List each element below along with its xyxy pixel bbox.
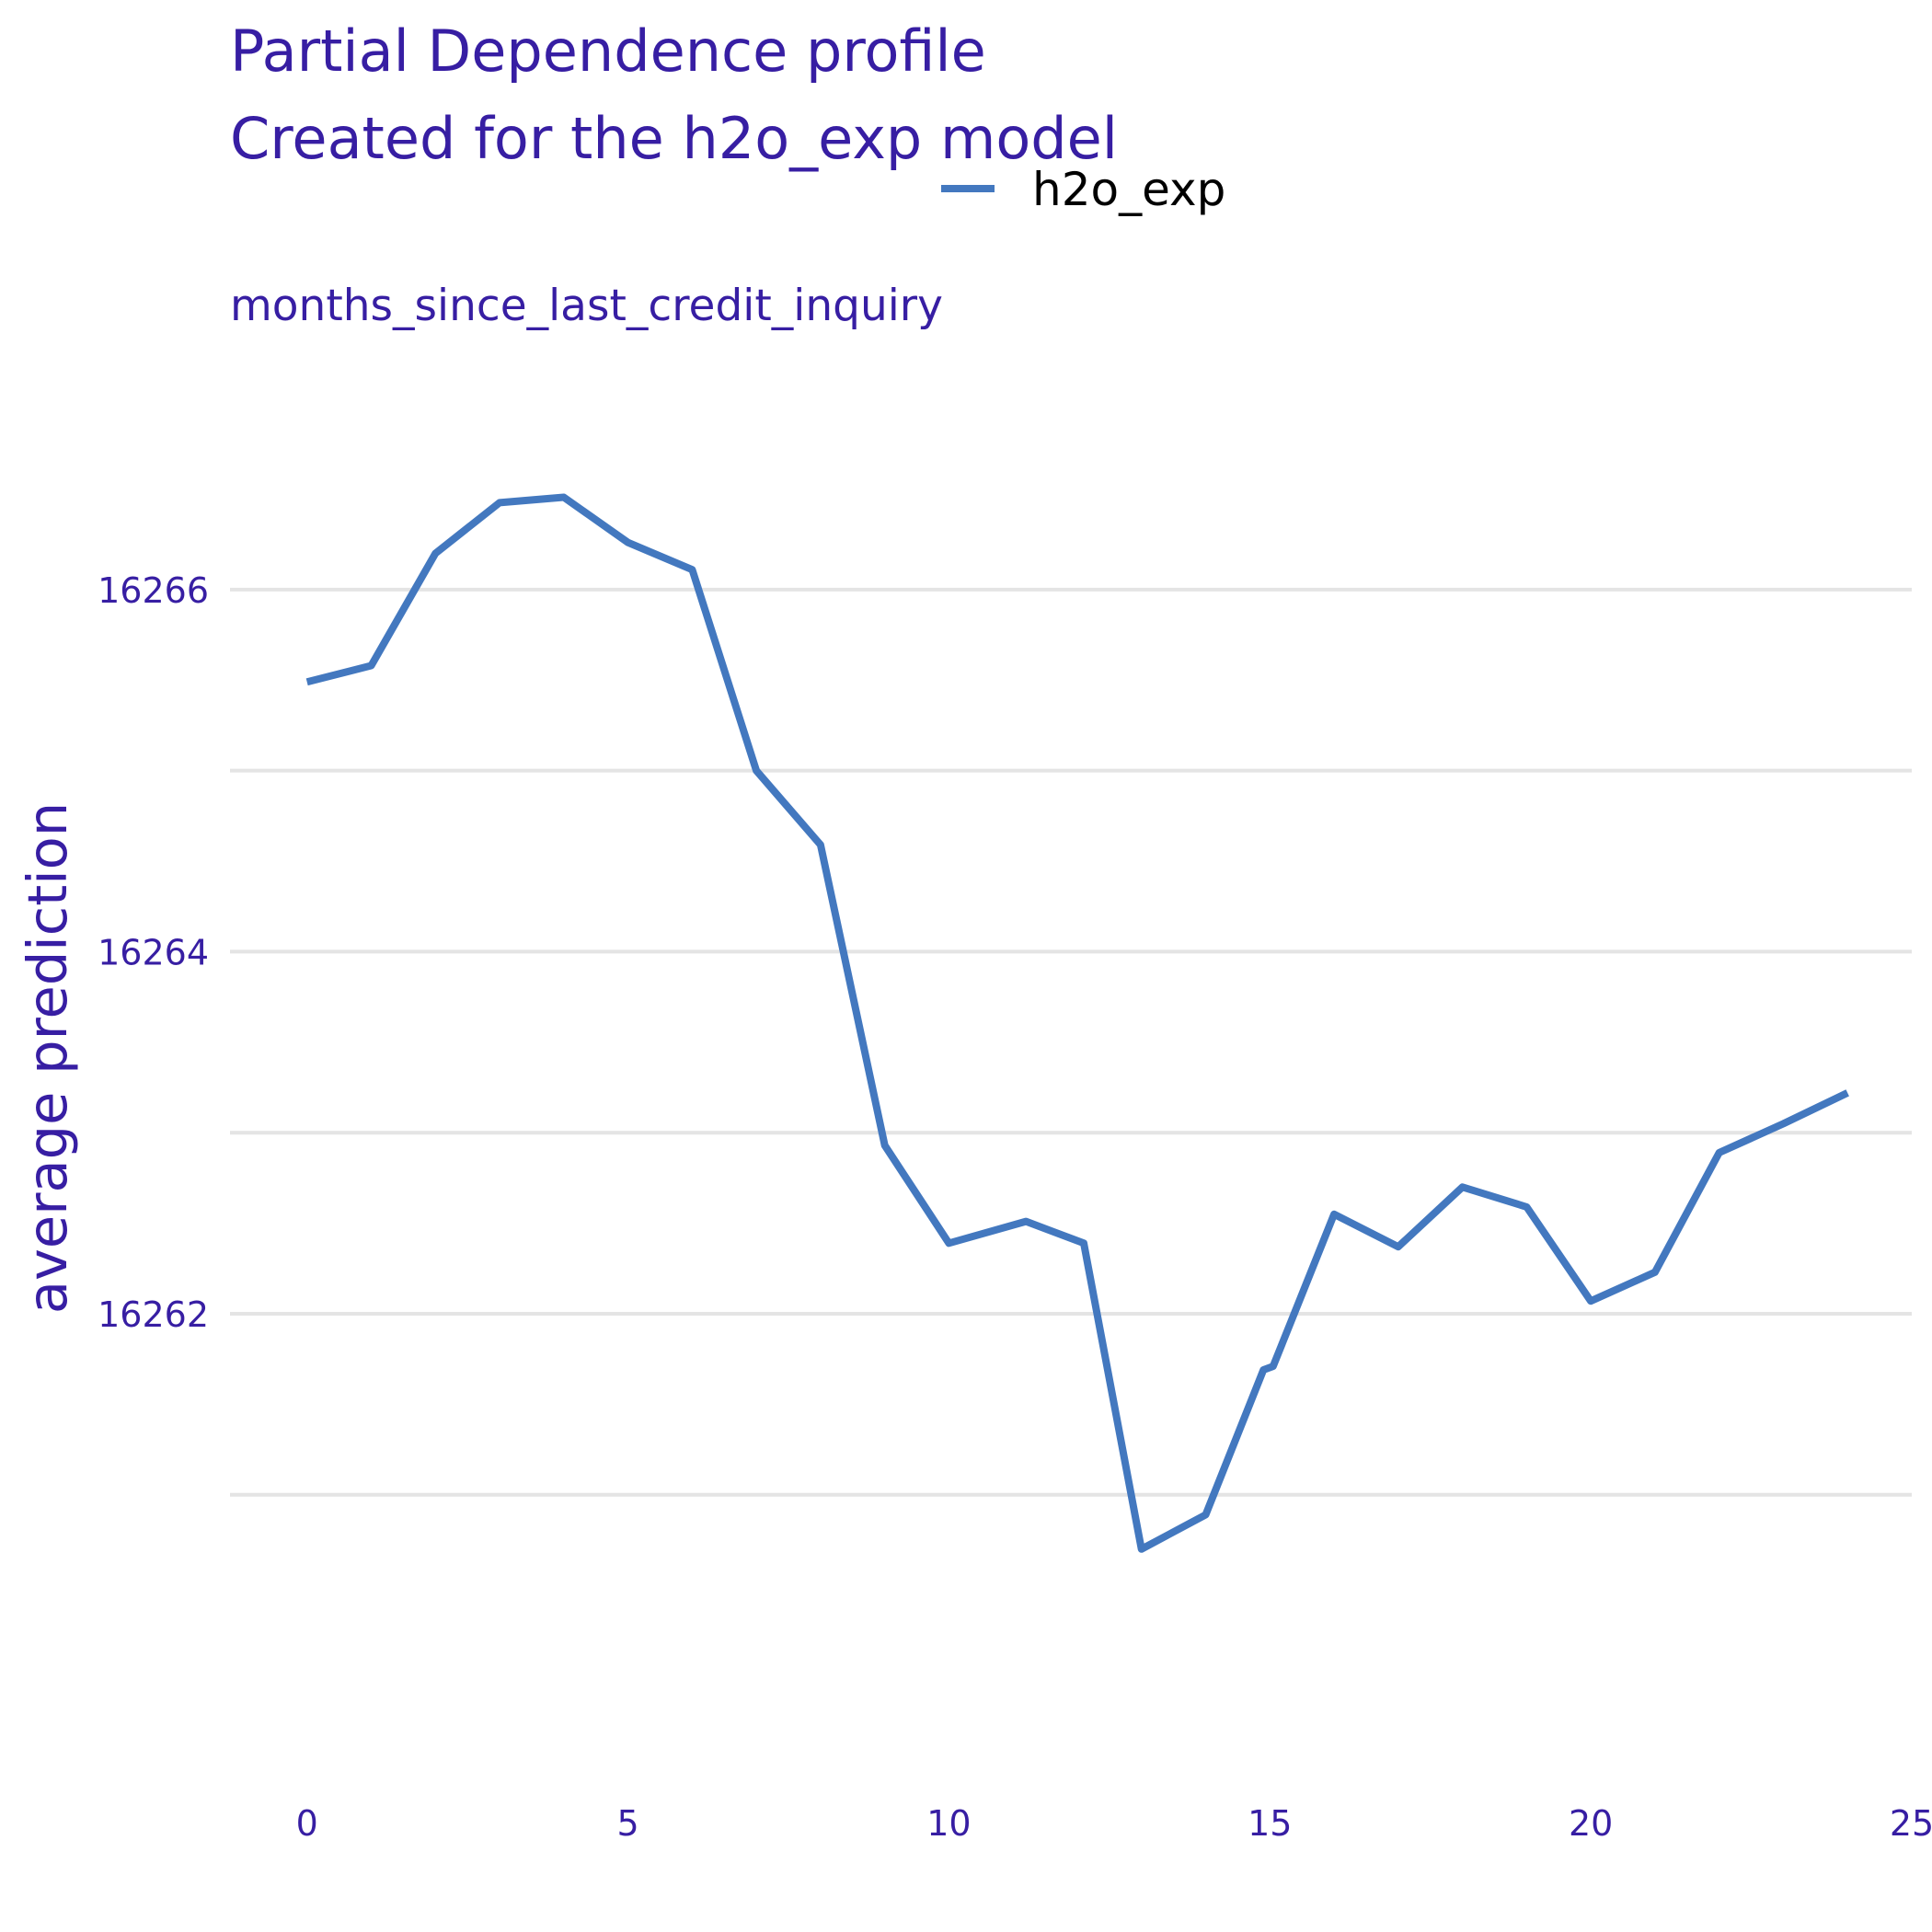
x-tick-label: 0 bbox=[296, 1803, 318, 1844]
x-axis-ticks: 0 5 10 15 20 25 bbox=[296, 1803, 1932, 1844]
panel-label: months_since_last_credit_inquiry bbox=[230, 281, 943, 331]
x-tick-label: 5 bbox=[616, 1803, 638, 1844]
x-tick-label: 10 bbox=[926, 1803, 971, 1844]
series-line-h2o-exp bbox=[305, 493, 1849, 1553]
y-axis-ticks: 16262 16264 16266 bbox=[98, 570, 209, 1335]
x-tick-label: 20 bbox=[1569, 1803, 1613, 1844]
chart-title: Partial Dependence profile bbox=[230, 17, 986, 85]
chart-subtitle: Created for the h2o_exp model bbox=[230, 105, 1118, 172]
series-layer bbox=[305, 493, 1849, 1553]
y-tick-label: 16264 bbox=[98, 932, 209, 972]
gridlines bbox=[230, 587, 1912, 1497]
legend: h2o_exp bbox=[941, 163, 1225, 216]
x-tick-label: 25 bbox=[1890, 1803, 1932, 1844]
y-axis-title: average prediction bbox=[16, 802, 79, 1314]
legend-label-h2o-exp: h2o_exp bbox=[1032, 163, 1225, 216]
y-tick-label: 16262 bbox=[98, 1294, 209, 1335]
y-tick-label: 16266 bbox=[98, 570, 209, 611]
x-tick-label: 15 bbox=[1248, 1803, 1292, 1844]
